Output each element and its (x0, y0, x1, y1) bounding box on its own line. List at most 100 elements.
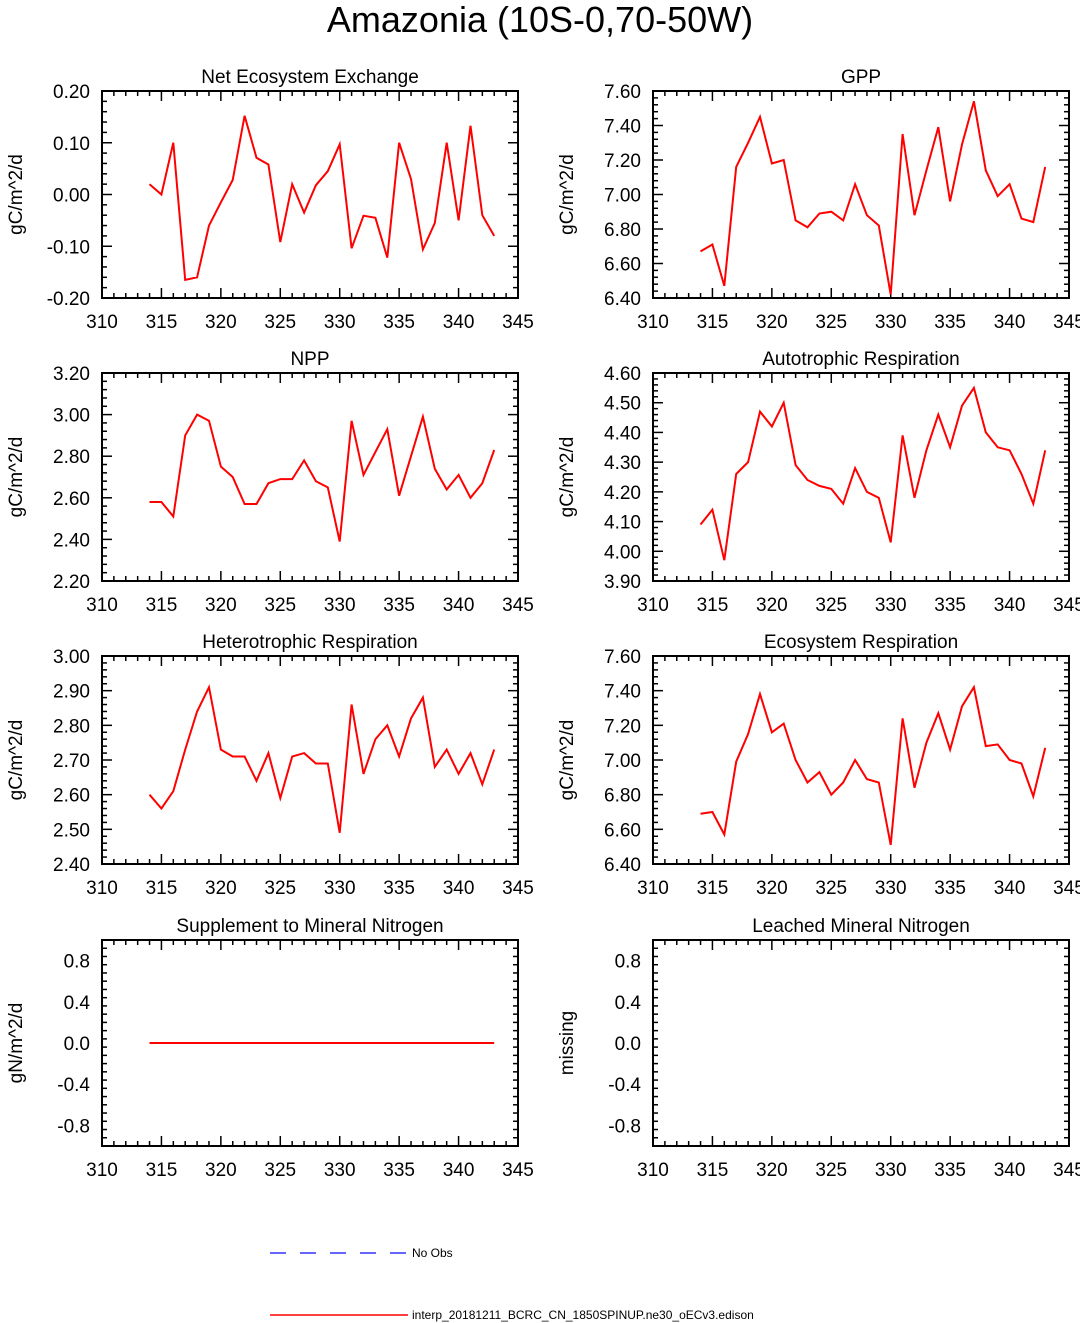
y-tick-label: 0.8 (64, 952, 90, 973)
y-axis-label: gC/m^2/d (6, 437, 27, 518)
plot-frame (652, 372, 1070, 582)
x-tick-label: 335 (934, 878, 966, 899)
y-tick-label: 4.30 (604, 453, 641, 474)
x-tick-label: 330 (875, 595, 907, 616)
x-tick-label: 340 (443, 878, 475, 899)
y-tick-label: 4.10 (604, 513, 641, 534)
x-tick-label: 345 (1053, 878, 1080, 899)
x-tick-label: 330 (875, 312, 907, 333)
x-tick-label: 320 (205, 878, 237, 899)
plot-frame (101, 372, 519, 582)
panel-5 (101, 655, 519, 865)
x-tick-label: 315 (146, 595, 178, 616)
x-tick-label: 335 (934, 595, 966, 616)
x-tick-label: 335 (383, 1160, 415, 1181)
y-tick-label: 3.00 (53, 647, 90, 668)
y-tick-label: 2.20 (53, 572, 90, 593)
x-tick-label: 325 (815, 878, 847, 899)
x-tick-label: 310 (637, 312, 669, 333)
y-tick-label: 2.40 (53, 530, 90, 551)
panel-title: Supplement to Mineral Nitrogen (176, 916, 443, 937)
x-tick-label: 320 (205, 1160, 237, 1181)
y-tick-label: 0.0 (615, 1034, 641, 1055)
x-tick-label: 330 (324, 878, 356, 899)
y-tick-label: 4.40 (604, 423, 641, 444)
x-tick-label: 345 (1053, 1160, 1080, 1181)
panel-4 (652, 372, 1070, 582)
y-tick-label: 2.70 (53, 751, 90, 772)
x-tick-label: 340 (443, 595, 475, 616)
x-tick-label: 345 (502, 312, 534, 333)
y-tick-label: 6.40 (604, 289, 641, 310)
x-tick-label: 340 (994, 878, 1026, 899)
y-tick-label: 4.60 (604, 364, 641, 385)
x-tick-label: 315 (146, 1160, 178, 1181)
x-tick-label: 310 (637, 878, 669, 899)
y-tick-label: 4.20 (604, 483, 641, 504)
y-tick-label: 0.10 (53, 134, 90, 155)
series-line (699, 101, 1047, 295)
y-tick-label: 0.8 (615, 952, 641, 973)
panel-8 (652, 939, 1070, 1147)
x-tick-label: 315 (697, 595, 729, 616)
y-axis-label: gC/m^2/d (557, 154, 578, 235)
x-tick-label: 340 (994, 595, 1026, 616)
x-tick-label: 315 (146, 878, 178, 899)
y-axis-label: gC/m^2/d (557, 720, 578, 801)
x-tick-label: 335 (934, 312, 966, 333)
x-tick-label: 330 (324, 1160, 356, 1181)
y-tick-label: 3.00 (53, 406, 90, 427)
x-tick-label: 325 (264, 595, 296, 616)
y-tick-label: 2.80 (53, 447, 90, 468)
x-tick-label: 335 (383, 312, 415, 333)
y-tick-label: 7.60 (604, 82, 641, 103)
y-tick-label: 4.00 (604, 542, 641, 563)
y-tick-label: 3.20 (53, 364, 90, 385)
x-tick-label: 310 (86, 312, 118, 333)
x-tick-label: 320 (756, 1160, 788, 1181)
x-tick-label: 315 (697, 312, 729, 333)
y-tick-label: 6.60 (604, 255, 641, 276)
x-tick-label: 315 (697, 1160, 729, 1181)
x-tick-label: 345 (1053, 312, 1080, 333)
panel-2 (652, 90, 1070, 299)
y-tick-label: 2.80 (53, 716, 90, 737)
y-tick-label: -0.4 (57, 1075, 90, 1096)
y-tick-label: 7.60 (604, 647, 641, 668)
x-tick-label: 340 (443, 312, 475, 333)
y-tick-label: 0.4 (64, 993, 91, 1014)
x-tick-label: 310 (86, 595, 118, 616)
plot-frame (652, 939, 1070, 1147)
y-tick-label: 3.90 (604, 572, 641, 593)
y-tick-label: 0.4 (615, 993, 642, 1014)
x-tick-label: 335 (934, 1160, 966, 1181)
y-tick-label: 7.40 (604, 117, 641, 138)
panel-title: NPP (290, 349, 329, 370)
y-tick-label: 0.0 (64, 1034, 90, 1055)
x-tick-label: 310 (86, 1160, 118, 1181)
y-tick-label: 7.20 (604, 151, 641, 172)
x-tick-label: 330 (324, 595, 356, 616)
panel-title: Autotrophic Respiration (762, 349, 960, 370)
panel-title: GPP (841, 67, 881, 88)
panel-title: Ecosystem Respiration (764, 632, 958, 653)
y-tick-label: 0.20 (53, 82, 90, 103)
plot-frame (652, 90, 1070, 299)
y-tick-label: 7.40 (604, 682, 641, 703)
x-tick-label: 325 (815, 1160, 847, 1181)
x-tick-label: 315 (697, 878, 729, 899)
y-tick-label: 2.90 (53, 682, 90, 703)
y-axis-label: missing (557, 1011, 578, 1075)
x-tick-label: 320 (756, 878, 788, 899)
y-tick-label: 6.40 (604, 855, 641, 876)
legend-obs-label: No Obs (412, 1246, 453, 1260)
y-axis-label: gC/m^2/d (6, 720, 27, 801)
y-tick-label: 6.80 (604, 786, 641, 807)
x-tick-label: 330 (324, 312, 356, 333)
plot-frame (101, 655, 519, 865)
y-tick-label: 6.80 (604, 220, 641, 241)
y-tick-label: -0.10 (47, 237, 90, 258)
panel-7 (101, 939, 519, 1147)
chart-main-title: Amazonia (10S-0,70-50W) (326, 0, 754, 40)
